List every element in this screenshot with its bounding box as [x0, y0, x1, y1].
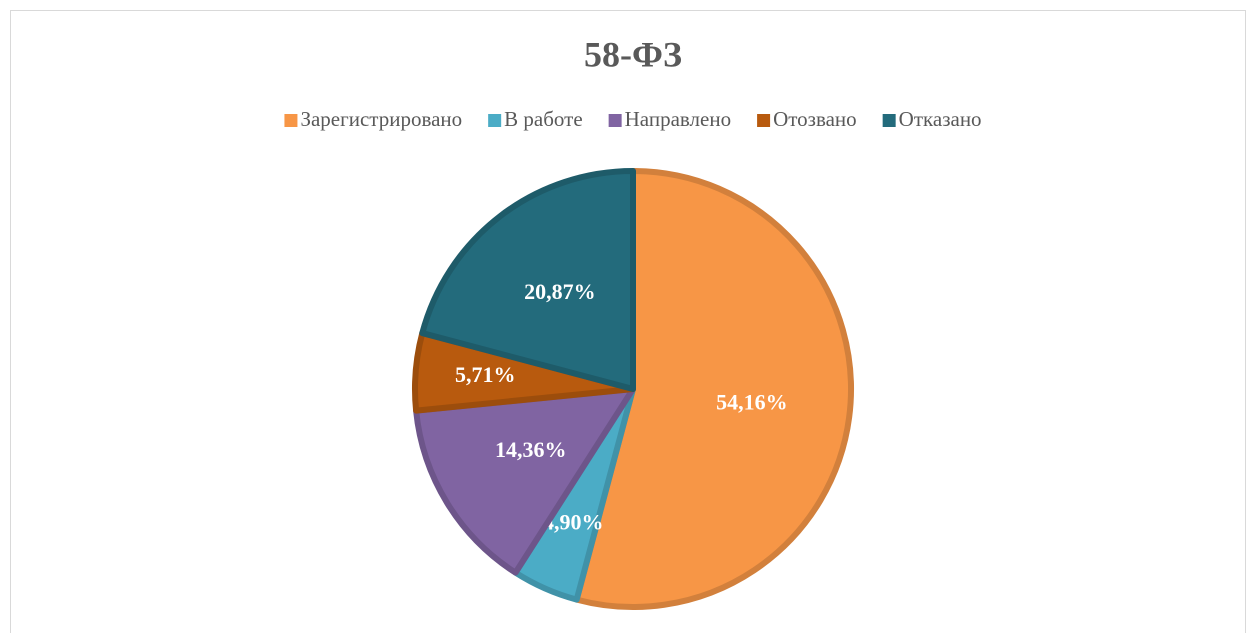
legend-label: В работе — [504, 107, 582, 131]
legend-swatch — [284, 114, 298, 127]
data-label: 54,16% — [716, 390, 788, 415]
pie-slice — [413, 386, 636, 576]
legend-swatch — [488, 114, 502, 127]
legend-swatch — [882, 114, 896, 127]
pie-slice — [419, 168, 636, 392]
pie-slice — [573, 168, 854, 610]
legend-swatch — [757, 114, 771, 127]
legend: Зарегистрировано В работе Направлено Отозва… — [284, 107, 982, 131]
legend-label: Зарегистрировано — [300, 107, 462, 131]
data-label: 14,36% — [495, 437, 567, 462]
data-label: 20,87% — [524, 279, 596, 304]
legend-label: Направлено — [625, 107, 731, 131]
legend-label: Отозвано — [773, 107, 857, 131]
legend-label: Отказано — [899, 107, 982, 131]
data-label: 5,71% — [455, 362, 516, 387]
chart-title: 58-ФЗ — [584, 34, 682, 74]
legend-swatch — [608, 114, 622, 127]
